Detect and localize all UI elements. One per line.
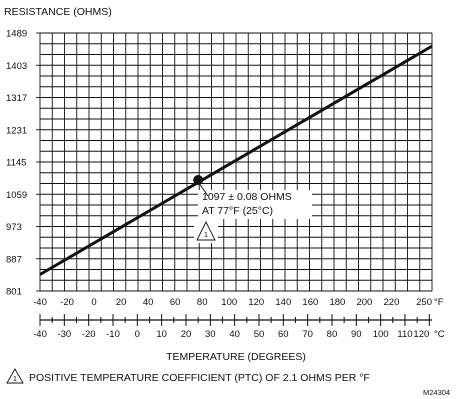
y-tick-label: 1489 — [6, 29, 27, 40]
y-tick-label: 1317 — [6, 93, 27, 104]
fahrenheit-tick-label: 220 — [384, 297, 400, 308]
celsius-tick-label: 80 — [327, 329, 338, 340]
fahrenheit-tick-label: 80 — [197, 297, 208, 308]
figure-id: M24304 — [423, 388, 450, 397]
footnote: 1 POSITIVE TEMPERATURE COEFFICIENT (PTC)… — [6, 368, 370, 384]
annotation-marker-number: 1 — [204, 230, 208, 239]
celsius-tick-label: 110 — [397, 329, 412, 340]
celsius-tick-label: 60 — [278, 329, 289, 340]
footnote-text: POSITIVE TEMPERATURE COEFFICIENT (PTC) O… — [29, 372, 370, 384]
fahrenheit-tick-label: 200 — [356, 297, 372, 308]
y-tick-label: 887 — [6, 254, 22, 265]
fahrenheit-tick-label: -20 — [60, 297, 74, 308]
fahrenheit-tick-label: 250 — [416, 297, 432, 308]
annotation-leader — [198, 182, 209, 197]
celsius-axis: -40 -30 -20 -10 0 10 20 30 40 50 60 70 80 90 100 110 120… — [33, 314, 445, 340]
footnote-triangle-icon — [6, 368, 24, 384]
fahrenheit-tick-label: 20 — [116, 297, 127, 308]
celsius-tick-label: 50 — [254, 329, 265, 340]
fahrenheit-tick-label: 40 — [143, 297, 154, 308]
annotation-line-2: AT 77°F (25°C) — [202, 205, 273, 217]
fahrenheit-tick-label: 120 — [248, 297, 264, 308]
series-layer — [39, 44, 433, 276]
y-tick-label: 1059 — [6, 190, 27, 201]
x-axis-title: TEMPERATURE (DEGREES) — [166, 351, 306, 363]
fahrenheit-tick-label: 0 — [91, 297, 96, 308]
fahrenheit-tick-label: -40 — [33, 297, 47, 308]
celsius-tick-label: 100 — [373, 329, 389, 340]
fahrenheit-tick-label: 140 — [275, 297, 291, 308]
celsius-tick-label: -40 — [33, 329, 47, 340]
celsius-tick-label: 90 — [351, 329, 362, 340]
celsius-tick-label: 40 — [229, 329, 240, 340]
y-tick-label: 801 — [6, 287, 22, 298]
reference-point-marker — [193, 175, 204, 185]
fahrenheit-tick-label: 180 — [329, 297, 345, 308]
fahrenheit-tick-label: 100 — [221, 297, 237, 308]
celsius-tick-label: 120 — [413, 329, 429, 340]
y-tick-label: 1403 — [6, 61, 27, 72]
y-tick-label: 1145 — [6, 158, 26, 169]
annotation-marker: 1 — [194, 219, 218, 243]
celsius-tick-label: -30 — [57, 329, 71, 340]
fahrenheit-tick-label: 160 — [302, 297, 318, 308]
fahrenheit-tick-label: 60 — [170, 297, 181, 308]
celsius-tick-label: 20 — [181, 329, 192, 340]
annotation-line-1: 1097 ± 0.08 OHMS — [202, 191, 292, 203]
celsius-tick-label: -20 — [82, 329, 96, 340]
y-tick-label: 973 — [6, 222, 22, 233]
annotation-bg — [198, 190, 312, 219]
celsius-unit-label: °C — [434, 329, 445, 340]
y-tick-labels: 801 887 973 1059 1145 1231 1317 1403 1489 — [6, 29, 40, 298]
y-axis-title: RESISTANCE (OHMS) — [4, 6, 112, 18]
celsius-tick-label: -10 — [106, 329, 120, 340]
resistance-line — [39, 44, 433, 276]
celsius-tick-label: 30 — [205, 329, 216, 340]
triangle-marker-icon — [196, 220, 216, 241]
footnote-marker-number: 1 — [13, 374, 17, 383]
celsius-tick-label: 0 — [135, 329, 140, 340]
y-tick-label: 1231 — [6, 125, 27, 136]
celsius-tick-label: 10 — [156, 329, 167, 340]
fahrenheit-axis: -40 -20 0 20 40 60 80 100 120 140 160 180 200 220 250 °… — [33, 297, 444, 308]
celsius-tick-label: 70 — [302, 329, 313, 340]
fahrenheit-unit-label: °F — [434, 297, 444, 308]
